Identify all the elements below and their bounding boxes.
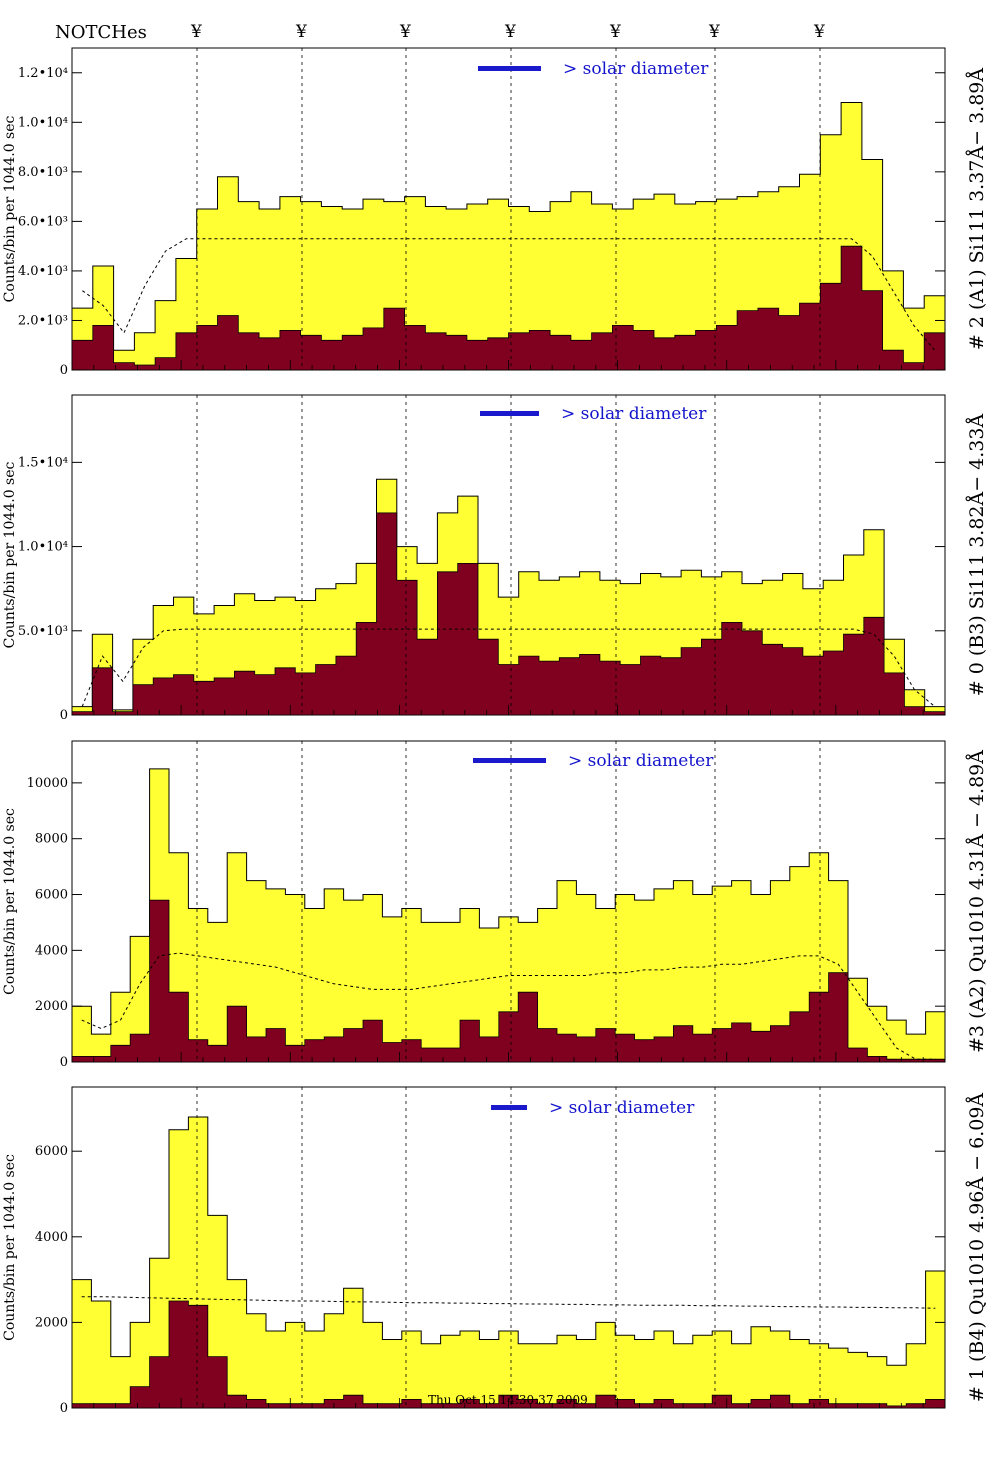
y-tick-label: 4000 [35, 943, 68, 958]
solar-diameter-bar [478, 66, 541, 71]
y-axis-label: Counts/bin per 1044.0 sec [2, 808, 18, 995]
y-tick-label: 1.5•10⁴ [18, 455, 68, 470]
panel-label: # 1 (B4) Qu1010 4.96Å − 6.09Å [966, 1093, 988, 1403]
y-tick-label: 4.0•10³ [18, 264, 68, 279]
notch-marker-7: ¥ [813, 22, 825, 42]
notch-markers: ¥ ¥ ¥ ¥ ¥ ¥ ¥ [190, 22, 825, 42]
solar-diameter-label: > solar diameter [549, 1098, 695, 1118]
y-tick-label: 10000 [27, 776, 68, 791]
model-curve [82, 238, 935, 351]
total-counts-histogram [71, 768, 946, 1063]
y-tick-label: 0 [60, 1055, 68, 1070]
solar-diameter-label: > solar diameter [561, 404, 707, 424]
sub-counts-histogram [71, 245, 946, 371]
y-tick-label: 8.0•10³ [18, 165, 68, 180]
panel-label: #3 (A2) Qu1010 4.31Å − 4.89Å [966, 750, 988, 1053]
y-tick-label: 4000 [35, 1230, 68, 1245]
sub-counts-histogram [71, 1300, 946, 1409]
y-tick-label: 0 [60, 363, 68, 378]
y-axis-label: Counts/bin per 1044.0 sec [2, 461, 18, 648]
total-counts-histogram [71, 1116, 946, 1409]
y-tick-label: 8000 [35, 832, 68, 847]
notches-label: NOTCHes [55, 22, 147, 43]
panel-label: # 0 (B3) Si111 3.82Å− 4.33Å [966, 414, 988, 697]
y-tick-label: 2.0•10³ [18, 313, 68, 328]
y-tick-label: 0 [60, 1401, 68, 1416]
solar-diameter-label: > solar diameter [563, 59, 709, 79]
notch-marker-2: ¥ [295, 22, 307, 42]
panel-a1: 0 2.0•10³ 4.0•10³ 6.0•10³ 8.0•10³ 1.0•10⁴ 1.2•… [2, 47, 988, 378]
y-tick-label: 2000 [35, 1315, 68, 1330]
model-curve [81, 952, 936, 1060]
solar-diameter-bar [491, 1105, 527, 1110]
panel-label: # 2 (A1) Si111 3.37Å− 3.89Å [966, 68, 988, 350]
notch-marker-1: ¥ [190, 22, 202, 42]
y-tick-label: 2000 [35, 999, 68, 1014]
y-tick-label: 1.2•10⁴ [18, 66, 68, 81]
timestamp: Thu Oct 15 14:30:37 2009 [428, 1393, 588, 1407]
panel-a2: 0 2000 4000 6000 8000 10000 Counts/bin per 104… [2, 740, 988, 1070]
model-curve [81, 628, 936, 707]
y-tick-label: 5.0•10³ [18, 624, 68, 639]
y-tick-label: 0 [60, 708, 68, 723]
sub-counts-histogram [71, 899, 946, 1063]
solar-diameter-bar [473, 758, 546, 763]
total-counts-histogram [71, 102, 946, 371]
y-tick-label: 6.0•10³ [18, 214, 68, 229]
panel-b4: 0 2000 4000 6000 Counts/bin per 1044.0 sec # … [2, 1086, 988, 1416]
notch-marker-6: ¥ [708, 22, 720, 42]
y-tick-label: 1.0•10⁴ [18, 540, 68, 555]
notch-marker-5: ¥ [609, 22, 621, 42]
notch-marker-3: ¥ [399, 22, 411, 42]
notch-marker-4: ¥ [504, 22, 516, 42]
y-tick-label: 6000 [35, 1144, 68, 1159]
solar-diameter-bar [480, 411, 539, 416]
model-curve [81, 1296, 936, 1309]
y-tick-label: 6000 [35, 888, 68, 903]
y-tick-label: 1.0•10⁴ [18, 115, 68, 130]
y-axis-label: Counts/bin per 1044.0 sec [2, 115, 18, 302]
sub-counts-histogram [71, 512, 946, 716]
solar-diameter-label: > solar diameter [568, 751, 714, 771]
y-axis-label: Counts/bin per 1044.0 sec [2, 1154, 18, 1341]
